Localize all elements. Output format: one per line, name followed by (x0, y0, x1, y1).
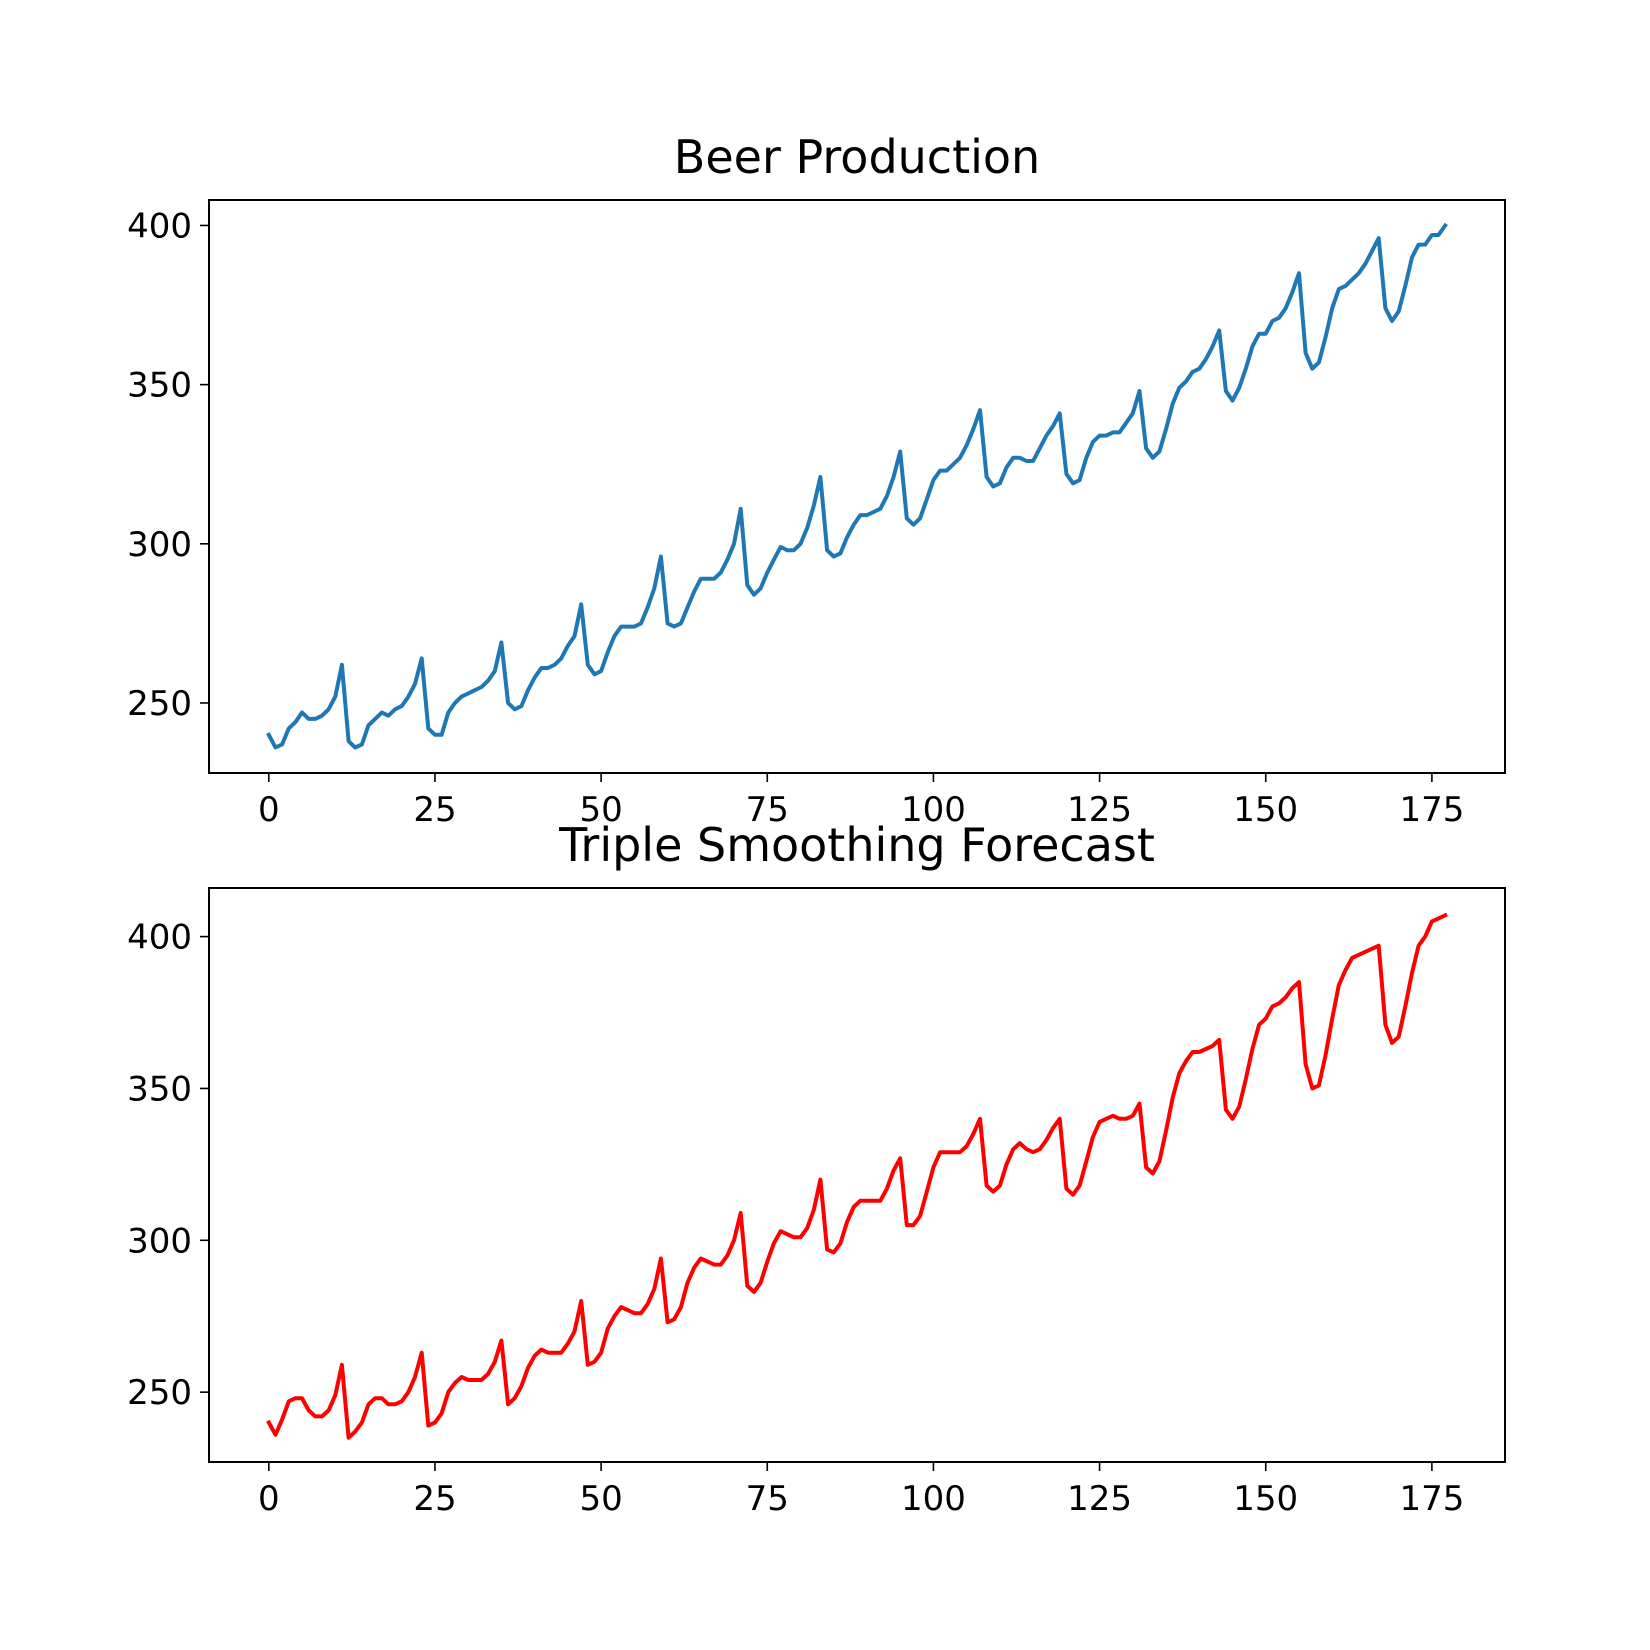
y-tick-label: 400 (127, 918, 192, 958)
x-tick-label: 25 (413, 1479, 456, 1519)
y-tick-label: 300 (127, 1221, 192, 1261)
x-tick-label: 175 (1399, 790, 1464, 830)
x-tick-label: 125 (1067, 1479, 1132, 1519)
y-axis-ticks: 250 300 350 400 (127, 206, 209, 724)
x-tick-label: 175 (1399, 1479, 1464, 1519)
y-tick-label: 350 (127, 366, 192, 406)
series-line (266, 912, 1448, 1440)
axes-frame (208, 199, 1506, 774)
y-tick-label: 250 (127, 1373, 192, 1413)
series-layer (266, 912, 1448, 1440)
x-tick-label: 100 (901, 1479, 966, 1519)
x-tick-label: 75 (746, 790, 789, 830)
y-tick-label: 250 (127, 684, 192, 724)
x-tick-label: 150 (1233, 1479, 1298, 1519)
y-tick-label: 300 (127, 525, 192, 565)
x-tick-label: 50 (579, 1479, 622, 1519)
chart-beer-production: Beer Production 250 300 350 400 0 25 50 75 100 1… (127, 130, 1506, 830)
y-tick-label: 350 (127, 1069, 192, 1109)
x-axis-ticks: 0 25 50 75 100 125 150 175 (258, 773, 1464, 830)
axes-frame (208, 887, 1506, 1463)
series-layer (266, 222, 1448, 750)
series-line (266, 222, 1448, 750)
y-tick-label: 400 (127, 206, 192, 246)
chart-title: Triple Smoothing Forecast (558, 818, 1155, 872)
x-tick-label: 100 (901, 790, 966, 830)
x-axis-ticks: 0 25 50 75 100 125 150 175 (258, 1462, 1464, 1519)
x-tick-label: 0 (258, 790, 280, 830)
x-tick-label: 150 (1233, 790, 1298, 830)
x-tick-label: 75 (746, 1479, 789, 1519)
x-tick-label: 125 (1067, 790, 1132, 830)
chart-title: Beer Production (674, 130, 1040, 184)
x-tick-label: 50 (579, 790, 622, 830)
y-axis-ticks: 250 300 350 400 (127, 918, 209, 1413)
x-tick-label: 25 (413, 790, 456, 830)
x-tick-label: 0 (258, 1479, 280, 1519)
